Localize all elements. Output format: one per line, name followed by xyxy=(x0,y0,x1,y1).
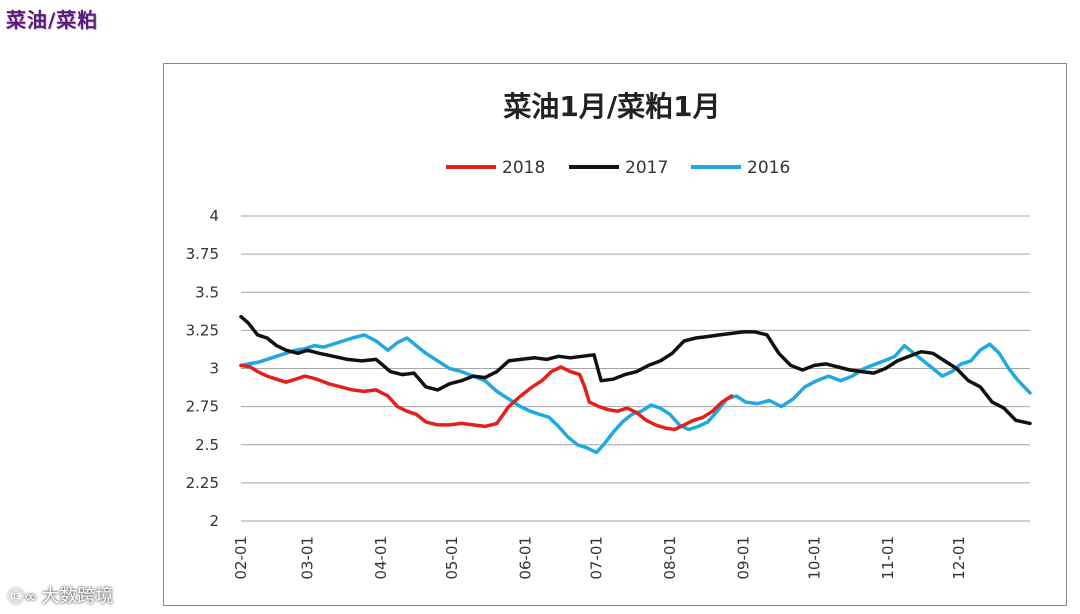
grid-lines xyxy=(241,215,1030,522)
y-tick-label: 2.25 xyxy=(186,474,219,492)
y-tick-label: 2 xyxy=(209,512,219,530)
watermark: ⓒ∞ 大数跨境 xyxy=(8,582,113,608)
x-tick-label: 05-01 xyxy=(443,536,461,580)
page-heading: 菜油/菜粕 xyxy=(6,8,99,32)
x-axis-ticks: 02-01 03-01 04-01 05-01 06-01 07-01 08-01 09-01… xyxy=(232,536,968,580)
legend-label-2018: 2018 xyxy=(502,158,545,178)
chart-title: 菜油1月/菜粕1月 xyxy=(503,90,720,123)
series-line-2016 xyxy=(239,333,1032,455)
logo-icon: ⓒ∞ xyxy=(8,587,38,606)
y-tick-label: 3 xyxy=(209,360,219,378)
series-line-2018 xyxy=(239,363,734,432)
y-tick-label: 2.5 xyxy=(195,436,219,454)
x-tick-label: 09-01 xyxy=(734,536,752,580)
y-tick-label: 4 xyxy=(209,207,219,225)
chart-legend: 2018 2017 2016 xyxy=(446,158,790,178)
series-lines xyxy=(239,314,1032,455)
chart-frame: 菜油1月/菜粕1月 2018 2017 2016 4 3.75 3.5 3.25 3 2.75… xyxy=(163,63,1067,606)
x-tick-label: 06-01 xyxy=(516,536,534,580)
x-tick-label: 02-01 xyxy=(232,536,250,580)
y-tick-label: 3.5 xyxy=(195,283,219,301)
x-tick-label: 07-01 xyxy=(587,536,605,580)
x-tick-label: 08-01 xyxy=(661,536,679,580)
y-axis-ticks: 4 3.75 3.5 3.25 3 2.75 2.5 2.25 2 xyxy=(186,207,219,530)
x-tick-label: 03-01 xyxy=(298,536,316,580)
legend-label-2017: 2017 xyxy=(625,158,668,178)
y-tick-label: 2.75 xyxy=(186,398,219,416)
x-tick-label: 04-01 xyxy=(372,536,390,580)
legend-label-2016: 2016 xyxy=(747,158,790,178)
y-tick-label: 3.25 xyxy=(186,321,219,339)
x-tick-label: 11-01 xyxy=(879,536,897,580)
watermark-text: 大数跨境 xyxy=(41,586,114,607)
x-tick-label: 12-01 xyxy=(950,536,968,580)
series-line-2017 xyxy=(239,314,1032,426)
y-tick-label: 3.75 xyxy=(186,245,219,263)
line-chart: 菜油1月/菜粕1月 2018 2017 2016 4 3.75 3.5 3.25 3 2.75… xyxy=(186,90,1032,580)
x-tick-label: 10-01 xyxy=(805,536,823,580)
